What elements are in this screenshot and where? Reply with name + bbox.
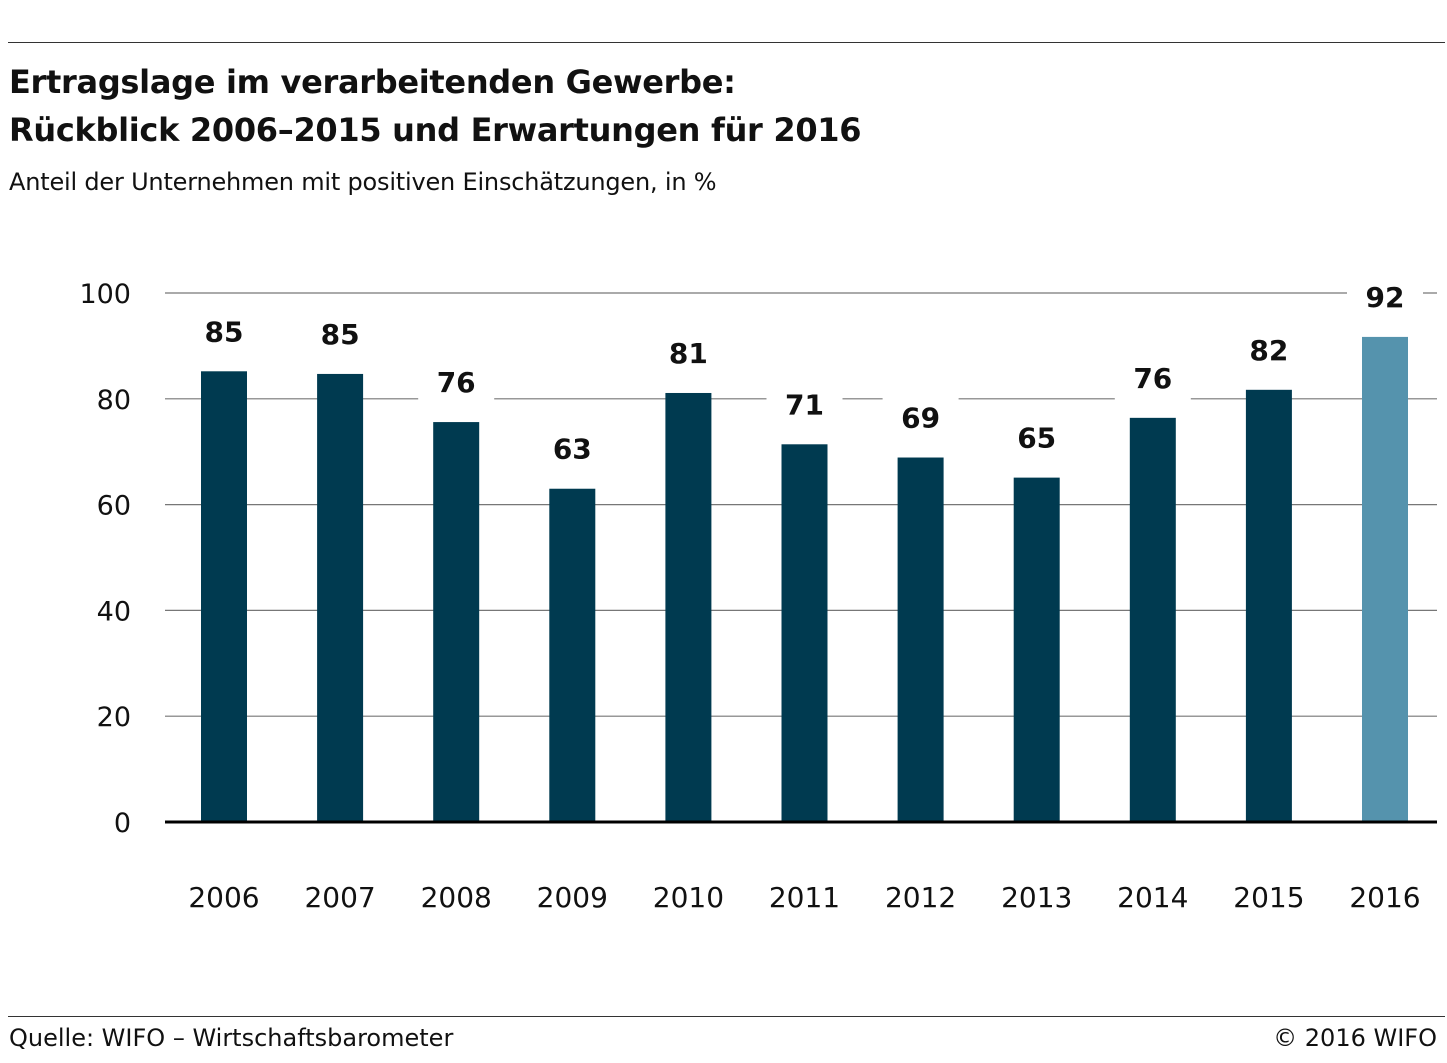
x-tick-label-2006: 2006	[188, 881, 259, 914]
bar-2015	[1245, 389, 1292, 822]
data-label-background	[534, 426, 611, 471]
bar-2014	[1129, 417, 1176, 822]
x-tick-label-2016: 2016	[1349, 881, 1420, 914]
x-tick-label-2010: 2010	[653, 881, 724, 914]
data-label-background	[882, 395, 959, 440]
y-tick-label: 80	[97, 385, 131, 416]
bar-2012	[897, 457, 944, 822]
y-tick-label: 0	[114, 808, 131, 839]
data-label-2007: 85	[321, 318, 360, 351]
x-tick-label-2007: 2007	[304, 881, 375, 914]
y-tick-label: 40	[97, 596, 131, 627]
data-label-background	[418, 360, 495, 405]
data-label-2014: 76	[1133, 362, 1172, 395]
x-tick-label-2012: 2012	[885, 881, 956, 914]
bar-2010	[665, 392, 712, 822]
chart-title-line-2: Rückblick 2006–2015 und Erwartungen für …	[9, 111, 862, 149]
bar-2011	[781, 444, 828, 822]
data-label-2013: 65	[1017, 422, 1056, 455]
x-tick-label-2008: 2008	[421, 881, 492, 914]
data-label-background	[186, 309, 262, 354]
data-label-background	[302, 311, 379, 356]
data-label-background	[998, 415, 1075, 460]
data-label-background	[766, 382, 843, 427]
x-tick-label-2013: 2013	[1001, 881, 1072, 914]
bars	[201, 336, 1408, 822]
x-tick-label-2014: 2014	[1117, 881, 1188, 914]
bar-2006	[201, 371, 247, 822]
y-tick-label: 100	[79, 279, 131, 310]
x-tick-label-2009: 2009	[537, 881, 608, 914]
data-label-2008: 76	[437, 366, 476, 399]
chart-subtitle: Anteil der Unternehmen mit positiven Ein…	[9, 168, 717, 196]
data-label-2012: 69	[901, 402, 940, 435]
data-label-background	[1347, 274, 1423, 319]
bottom-rule	[8, 1016, 1445, 1017]
y-tick-label: 20	[97, 702, 131, 733]
data-label-2011: 71	[785, 388, 824, 421]
bar-2009	[549, 488, 596, 822]
data-label-2016: 92	[1366, 281, 1405, 314]
source-note: Quelle: WIFO – Wirtschaftsbarometer	[9, 1024, 454, 1052]
data-label-background	[650, 330, 727, 375]
chart-title: Ertragslage im verarbeitenden Gewerbe: R…	[9, 58, 862, 154]
bar-2008	[433, 422, 480, 822]
top-rule	[8, 42, 1445, 43]
data-label-2015: 82	[1249, 334, 1288, 367]
x-tick-label-2015: 2015	[1233, 881, 1304, 914]
data-label-background	[1114, 355, 1191, 400]
bar-2007	[317, 373, 364, 822]
data-label-2009: 63	[553, 433, 592, 466]
x-tick-label-2011: 2011	[769, 881, 840, 914]
copyright-note: © 2016 WIFO	[1273, 1024, 1437, 1052]
data-label-2010: 81	[669, 337, 708, 370]
chart-title-line-1: Ertragslage im verarbeitenden Gewerbe:	[9, 63, 736, 101]
bar-2013	[1013, 477, 1060, 822]
bar-2016	[1362, 336, 1408, 822]
labels: 85 85 76 63 81 71 69 65 76 82 92	[186, 274, 1423, 471]
axes: 0 20 40 60 80 100 2006 2007 2008 2009 2010 2011 2012…	[79, 279, 1437, 914]
data-label-background	[1230, 327, 1307, 372]
y-tick-label: 60	[97, 491, 131, 522]
data-label-2006: 85	[205, 315, 244, 348]
